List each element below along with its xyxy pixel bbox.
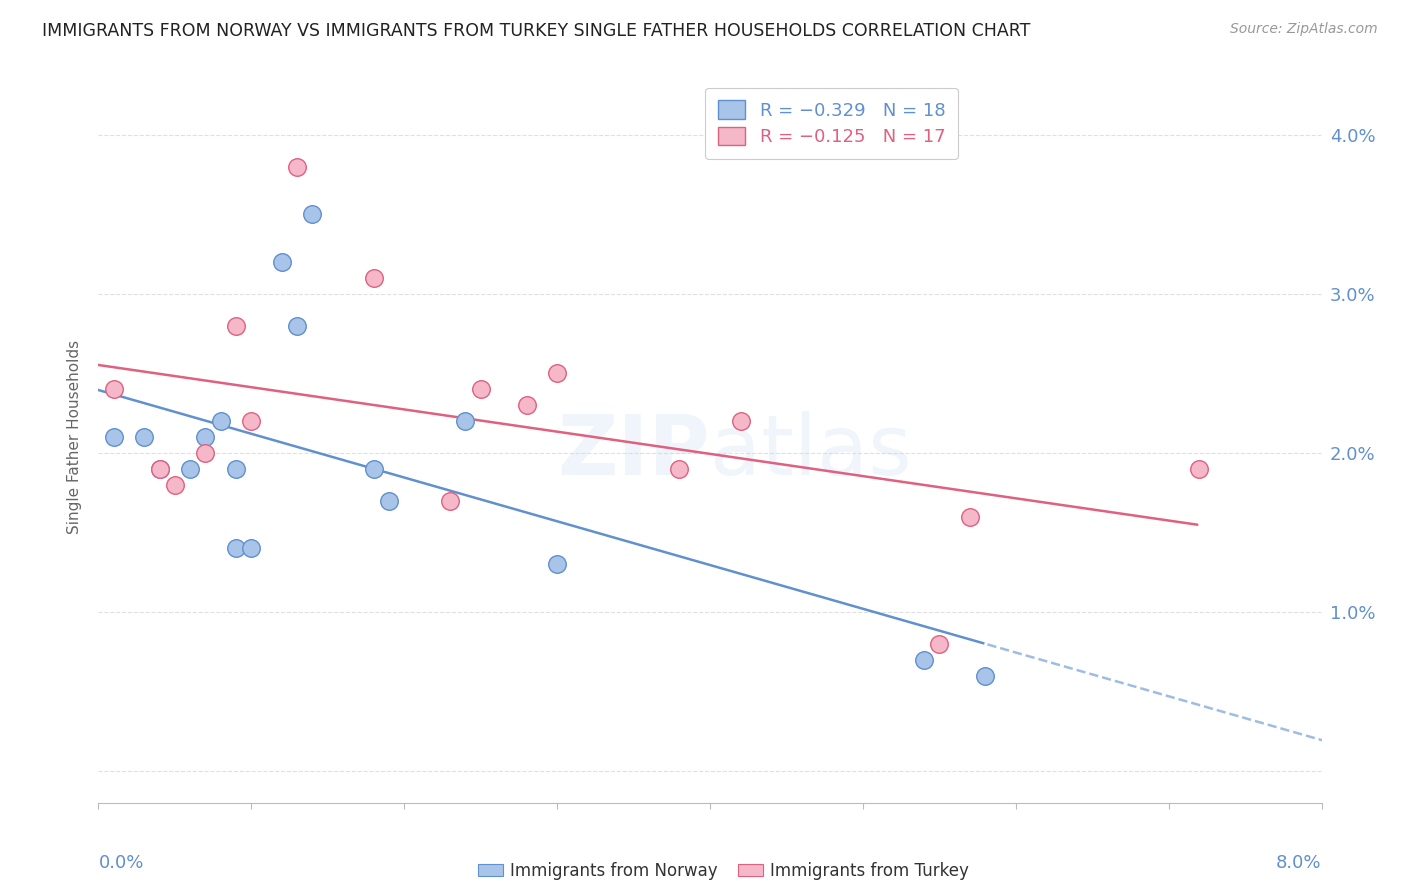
Point	[225, 462, 247, 476]
Point	[134, 430, 156, 444]
Point	[301, 207, 323, 221]
Text: Immigrants from Norway: Immigrants from Norway	[510, 862, 718, 880]
Point	[959, 509, 981, 524]
Point	[363, 271, 385, 285]
Point	[240, 541, 263, 556]
Point	[240, 414, 263, 428]
Point	[285, 160, 308, 174]
Y-axis label: Single Father Households: Single Father Households	[67, 340, 83, 534]
Text: Source: ZipAtlas.com: Source: ZipAtlas.com	[1230, 22, 1378, 37]
Text: 0.0%: 0.0%	[98, 854, 143, 872]
Text: Immigrants from Turkey: Immigrants from Turkey	[770, 862, 969, 880]
Point	[225, 318, 247, 333]
Text: IMMIGRANTS FROM NORWAY VS IMMIGRANTS FROM TURKEY SINGLE FATHER HOUSEHOLDS CORREL: IMMIGRANTS FROM NORWAY VS IMMIGRANTS FRO…	[42, 22, 1031, 40]
Point	[668, 462, 690, 476]
Point	[285, 318, 308, 333]
Point	[163, 477, 186, 491]
Point	[470, 383, 492, 397]
Point	[270, 255, 294, 269]
Point	[194, 446, 217, 460]
Legend: R = −0.329   N = 18, R = −0.125   N = 17: R = −0.329 N = 18, R = −0.125 N = 17	[706, 87, 957, 159]
Point	[194, 430, 217, 444]
Point	[516, 398, 538, 412]
Point	[730, 414, 752, 428]
Point	[546, 558, 568, 572]
Point	[225, 541, 247, 556]
Point	[974, 668, 997, 682]
Point	[149, 462, 172, 476]
Point	[363, 462, 385, 476]
Point	[149, 462, 172, 476]
Text: ZIP: ZIP	[558, 411, 710, 492]
Point	[209, 414, 232, 428]
Text: 8.0%: 8.0%	[1277, 854, 1322, 872]
Point	[912, 653, 935, 667]
Point	[928, 637, 950, 651]
Point	[103, 430, 125, 444]
Point	[179, 462, 201, 476]
Point	[439, 493, 461, 508]
Point	[1188, 462, 1211, 476]
Point	[103, 383, 125, 397]
Text: atlas: atlas	[710, 411, 911, 492]
Point	[454, 414, 477, 428]
Point	[378, 493, 401, 508]
Point	[546, 367, 568, 381]
